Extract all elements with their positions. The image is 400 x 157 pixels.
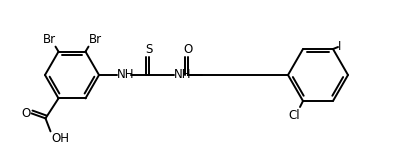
- Text: O: O: [183, 43, 193, 56]
- Text: I: I: [338, 40, 341, 53]
- Text: Cl: Cl: [288, 109, 300, 122]
- Text: OH: OH: [52, 132, 70, 145]
- Text: S: S: [145, 43, 153, 56]
- Text: Br: Br: [88, 33, 102, 46]
- Text: Br: Br: [42, 33, 56, 46]
- Text: NH: NH: [174, 68, 192, 81]
- Text: NH: NH: [117, 68, 134, 81]
- Text: O: O: [21, 107, 30, 120]
